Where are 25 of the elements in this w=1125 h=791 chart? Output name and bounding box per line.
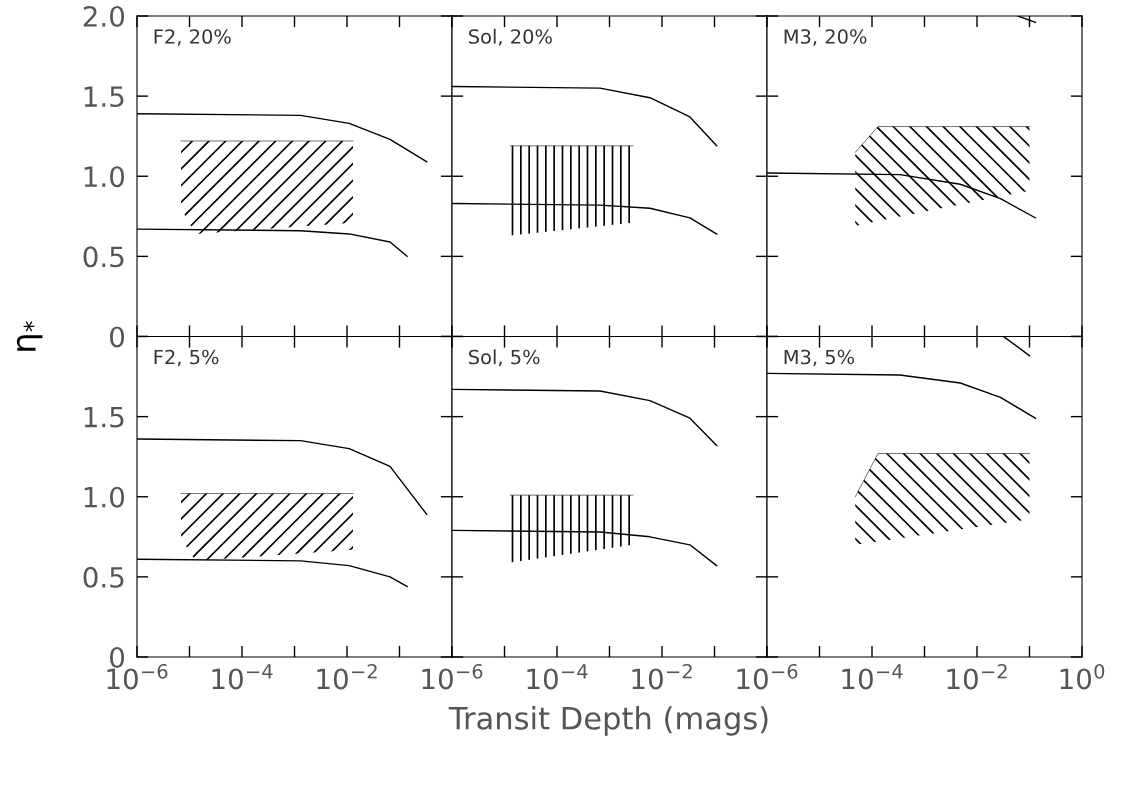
y-tick-label: 1.5 [84,86,124,108]
x-tick-label: 10$^{−6}$ [737,663,798,690]
x-tick-label: 10$^{−6}$ [422,663,483,690]
x-tick-label: 10$^{0}$ [1060,663,1105,690]
y-tick-label: 1.0 [84,486,125,508]
x-tick-label: 10$^{−2}$ [317,663,377,690]
x-tick-label: 10$^{−4}$ [842,664,903,690]
annotation: M3, 20% [784,29,867,46]
x-tick-label: 10$^{−4}$ [212,664,273,690]
x-tick-label: 10$^{−2}$ [947,663,1007,690]
annotation: F2, 5% [154,349,219,367]
x-axis-title: Transit Depth (mags) [448,706,768,736]
y-tick-label: 0.5 [83,246,124,268]
annotation: Sol, 5% [469,349,540,367]
annotation: F2, 20% [154,29,231,46]
y-tick-label: 1.5 [84,406,124,428]
annotation: M3, 5% [784,349,855,367]
annotation: Sol, 20% [469,28,552,46]
y-tick-label: 0 [110,326,125,348]
y-tick-label: 0.5 [83,566,124,588]
y-axis-title: η$_{*}$ [16,321,43,351]
y-tick-label: 2.0 [83,5,125,27]
x-tick-label: 10$^{−2}$ [632,663,692,690]
y-tick-label: 1.0 [84,166,125,188]
x-tick-label: 10$^{−4}$ [527,664,588,690]
